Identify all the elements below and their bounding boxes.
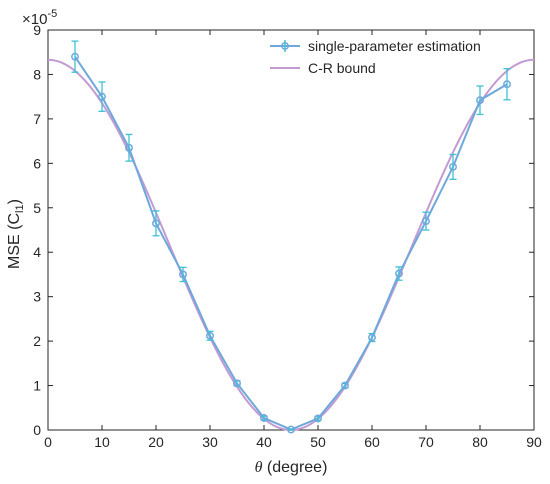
legend-label-cr-bound: C-R bound [308,60,376,76]
x-tick-label: 40 [256,434,272,450]
legend: single-parameter estimation C-R bound [270,38,481,76]
data-point [368,333,376,342]
series-layer [47,40,535,434]
data-point [341,381,349,390]
legend-entry-cr-bound: C-R bound [270,60,376,76]
data-point [206,331,214,340]
data-point [422,217,430,226]
legend-entry-estimation: single-parameter estimation [270,38,481,54]
data-point [449,162,457,171]
data-point [476,96,484,105]
y-tick-label: 0 [33,422,41,438]
y-tick-label: 2 [33,333,41,349]
legend-label-estimation: single-parameter estimation [308,38,481,54]
x-tick-label: 80 [472,434,488,450]
data-point [71,52,79,61]
data-point [287,425,295,434]
data-point [179,270,187,279]
x-tick-label: 10 [94,434,110,450]
y-axis-label: MSE (Cl1) [6,199,26,269]
data-point [395,269,403,278]
data-point [233,379,241,388]
x-tick-label: 20 [148,434,164,450]
y-tick-label: 3 [33,289,41,305]
data-point [260,414,268,422]
y-tick-label: 9 [33,22,41,38]
axis-ticks [47,29,535,431]
x-tick-label: 50 [310,434,326,450]
y-tick-label: 5 [33,200,41,216]
x-tick-label: 70 [418,434,434,450]
plot-area [47,29,535,431]
x-tick-labels: 0 10 20 30 40 50 60 70 80 90 [44,434,542,450]
data-point [314,414,322,423]
y-exponent-label: ×10-5 [22,8,57,28]
data-point [98,92,106,101]
y-tick-label: 4 [33,244,41,260]
x-axis-label: θ (degree) [255,459,328,476]
x-tick-label: 30 [202,434,218,450]
y-tick-label: 8 [33,66,41,82]
y-tick-labels: 0 1 2 3 4 5 6 7 8 9 [33,22,41,438]
data-point [152,219,160,228]
y-tick-label: 7 [33,111,41,127]
data-point [125,143,133,152]
x-tick-label: 60 [364,434,380,450]
y-tick-label: 6 [33,155,41,171]
y-tick-label: 1 [33,378,41,394]
data-point [503,80,511,89]
x-tick-label: 0 [44,434,52,450]
x-tick-label: 90 [526,434,542,450]
